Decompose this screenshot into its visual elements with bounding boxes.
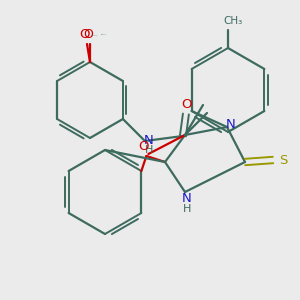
Text: methoxy_: methoxy_ (92, 34, 98, 36)
Text: methoxy: methoxy (101, 33, 107, 34)
Text: N: N (182, 193, 192, 206)
Text: H: H (145, 145, 153, 155)
Text: CH₃: CH₃ (224, 16, 243, 26)
Text: O: O (182, 98, 192, 112)
Text: S: S (279, 154, 287, 166)
Text: N: N (144, 134, 154, 146)
Text: O: O (83, 28, 93, 40)
Text: N: N (226, 118, 236, 131)
Text: H: H (183, 204, 191, 214)
Text: O: O (79, 28, 89, 40)
Text: O: O (138, 140, 148, 154)
